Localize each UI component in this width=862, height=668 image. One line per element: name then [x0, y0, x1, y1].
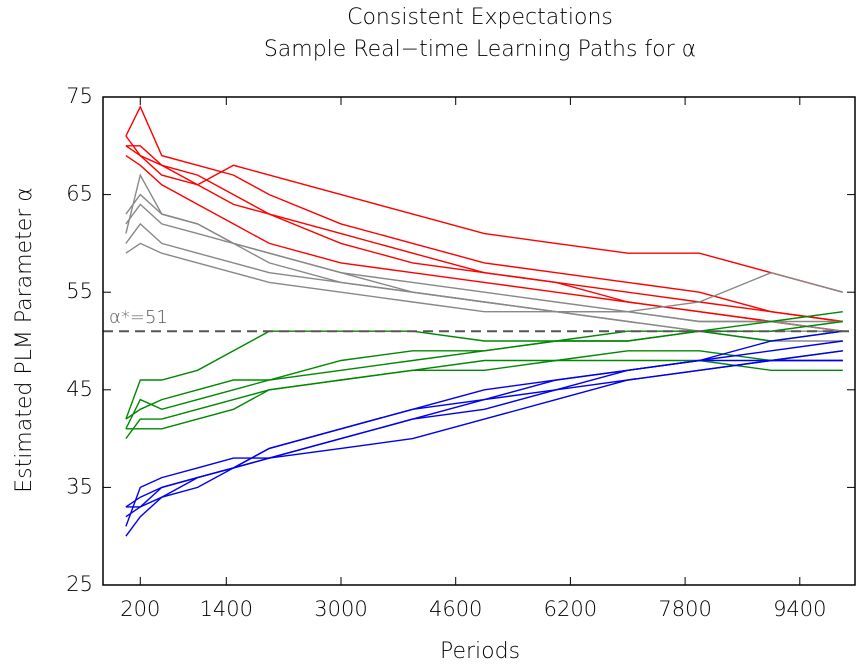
series-line [125, 173, 843, 332]
series-line [125, 359, 843, 537]
series-line [125, 105, 843, 323]
series-line [125, 145, 843, 323]
y-tick-label: 55 [66, 279, 93, 303]
series-line [125, 330, 843, 420]
x-tick-label: 4600 [429, 597, 482, 621]
series-line [125, 135, 843, 293]
chart-title: Consistent Expectations [347, 5, 613, 30]
y-tick-label: 45 [66, 377, 93, 401]
reference-label: α*=51 [109, 307, 168, 328]
chart-subtitle: Sample Real−time Learning Paths for α [264, 37, 696, 62]
x-tick-label: 9400 [773, 597, 826, 621]
series-line [125, 350, 843, 527]
series-line [125, 242, 843, 342]
x-tick-label: 6200 [544, 597, 597, 621]
series-line [125, 311, 843, 430]
x-tick-label: 3000 [314, 597, 367, 621]
x-tick-label: 200 [120, 597, 160, 621]
y-tick-label: 35 [66, 474, 93, 498]
plot-frame [102, 96, 856, 586]
series-line [125, 222, 843, 313]
series-line [125, 359, 843, 508]
y-tick-label: 65 [66, 182, 93, 206]
series-line [125, 350, 843, 430]
y-tick-label: 75 [66, 84, 93, 108]
y-tick-label: 25 [66, 572, 93, 596]
series-line [125, 340, 843, 518]
y-axis-label: Estimated PLM Parameter α [12, 187, 37, 493]
series-line [125, 145, 843, 332]
x-tick-label: 7800 [658, 597, 711, 621]
x-tick-label: 1400 [200, 597, 253, 621]
x-axis-label: Periods [440, 639, 520, 664]
